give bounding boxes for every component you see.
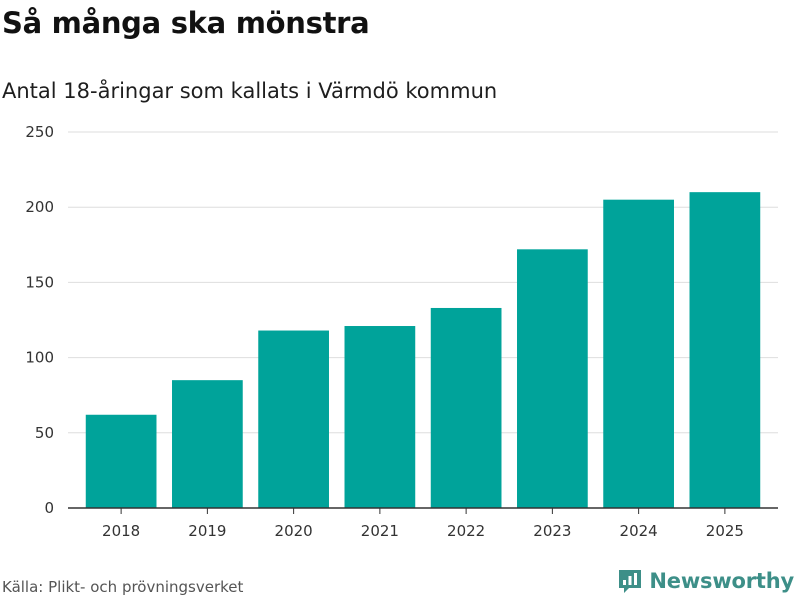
chart-title: Så många ska mönstra bbox=[2, 6, 370, 40]
brand-logo: Newsworthy bbox=[617, 568, 794, 594]
bar-2021 bbox=[344, 326, 416, 508]
x-tick-label: 2024 bbox=[620, 522, 658, 540]
x-tick-label: 2021 bbox=[361, 522, 399, 540]
x-tick-label: 2022 bbox=[447, 522, 485, 540]
y-tick-label: 50 bbox=[35, 424, 54, 442]
bar-2018 bbox=[85, 414, 157, 508]
y-tick-label: 250 bbox=[25, 123, 54, 141]
y-tick-label: 100 bbox=[25, 349, 54, 367]
bar-chart-logo-icon bbox=[619, 570, 642, 593]
x-tick-label: 2023 bbox=[533, 522, 571, 540]
bar-2019 bbox=[172, 380, 243, 508]
brand-name: Newsworthy bbox=[649, 569, 794, 593]
x-tick-label: 2018 bbox=[102, 522, 140, 540]
y-tick-label: 150 bbox=[25, 273, 54, 291]
x-tick-label: 2025 bbox=[706, 522, 744, 540]
x-axis-ticks: 2018 2019 2020 2021 2022 2023 2024 2025 bbox=[102, 508, 744, 540]
source-note: Källa: Plikt- och prövningsverket bbox=[2, 578, 244, 596]
bar-2025 bbox=[689, 192, 761, 508]
bar-2023 bbox=[517, 249, 588, 508]
y-axis-ticks: 0 50 100 150 200 250 bbox=[25, 123, 54, 517]
y-tick-label: 200 bbox=[25, 198, 54, 216]
y-tick-label: 0 bbox=[44, 499, 54, 517]
x-tick-label: 2020 bbox=[275, 522, 313, 540]
bars bbox=[85, 192, 761, 508]
bar-2020 bbox=[258, 330, 329, 508]
x-tick-label: 2019 bbox=[188, 522, 226, 540]
chart-subtitle: Antal 18-åringar som kallats i Värmdö ko… bbox=[2, 79, 498, 103]
bar-2022 bbox=[430, 307, 502, 508]
bar-2024 bbox=[603, 199, 674, 508]
